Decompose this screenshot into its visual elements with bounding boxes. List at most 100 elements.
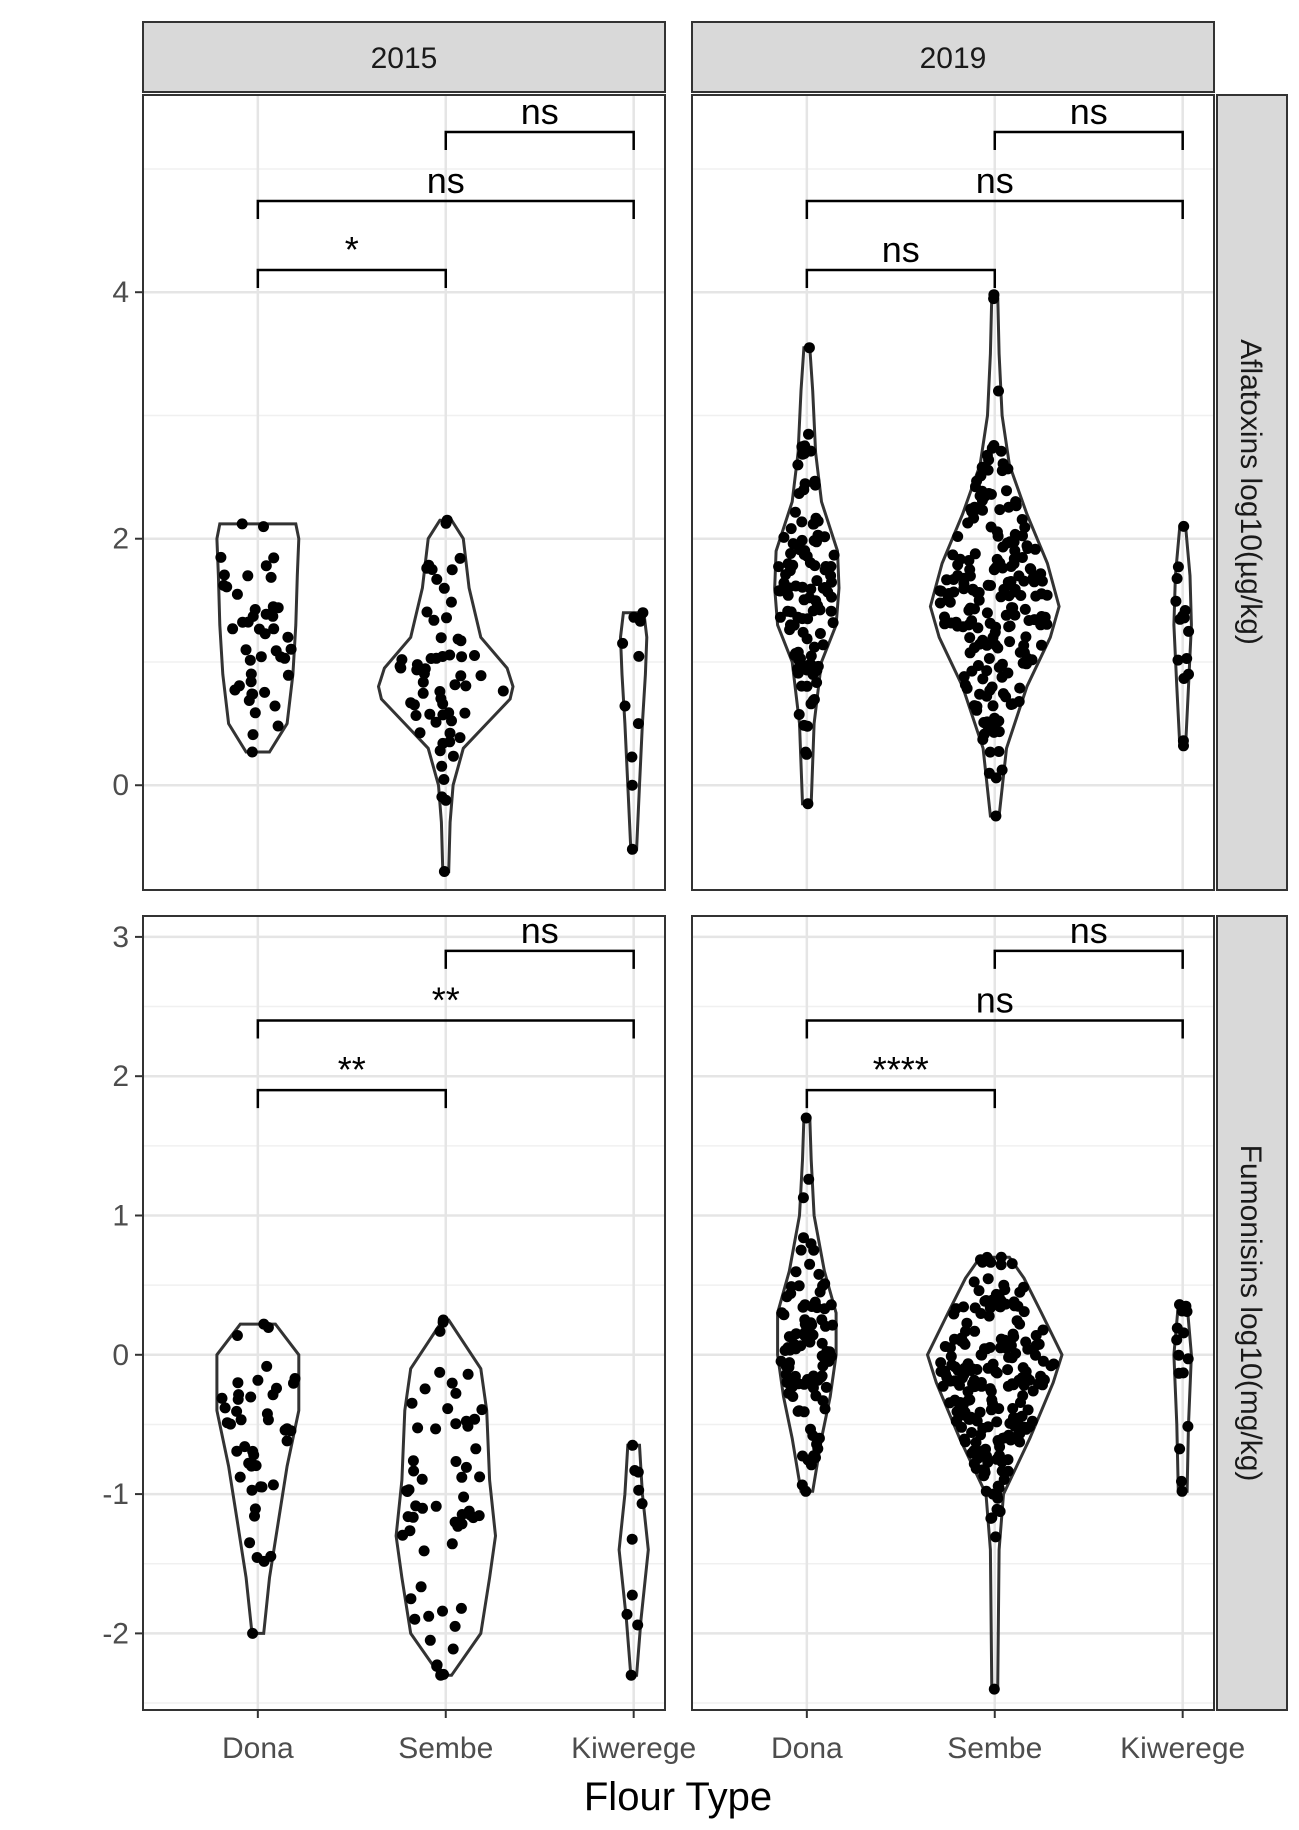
data-point [805,658,817,670]
data-point [796,581,808,593]
data-point [458,1491,470,1503]
significance-bracket [444,949,635,969]
data-point [437,1316,449,1328]
data-point [626,779,638,791]
data-point [450,1387,462,1399]
y-tick-label: -1 [102,1478,129,1511]
data-point [935,1357,947,1369]
data-point [460,680,472,692]
data-point [619,700,631,712]
data-point [992,1492,1004,1504]
data-point [965,503,977,515]
data-point [968,700,980,712]
data-point [976,1464,988,1476]
y-tick-label: 2 [112,523,129,556]
data-point [246,1484,258,1496]
data-point [1002,1364,1014,1376]
data-point [783,582,795,594]
data-point [473,1510,485,1522]
data-point [987,631,999,643]
data-point [1171,1334,1183,1346]
data-point [937,1380,949,1392]
data-point [242,570,254,582]
data-point [632,1619,644,1631]
data-point [446,1377,458,1389]
data-point [626,751,638,763]
data-point [434,1366,446,1378]
data-point [395,662,407,674]
data-point [828,549,840,561]
data-point [1035,568,1047,580]
data-point [249,707,261,719]
data-point [232,1377,244,1389]
data-point [1024,563,1036,575]
data-point [249,1510,260,1522]
data-point [423,1610,435,1622]
data-point [231,1330,243,1341]
data-point [437,651,449,662]
data-point [1171,573,1183,584]
data-point [1182,1353,1194,1365]
data-point [1027,573,1039,585]
data-point [1004,1417,1016,1429]
data-point [954,553,966,565]
data-point [411,664,423,676]
data-point [796,613,808,625]
data-point [285,643,297,655]
strip-label-fumonisins: Fumonisins log10(mg/kg) [1234,1145,1267,1482]
data-point [633,650,645,662]
data-point [438,582,450,594]
data-point [990,810,1002,822]
data-point [1007,1403,1019,1414]
data-point [1014,1286,1026,1298]
data-point [438,774,450,785]
data-point [983,1310,995,1322]
data-point [969,1325,981,1337]
data-point [805,583,817,595]
data-point [782,605,794,617]
data-point [812,1374,824,1386]
data-point [826,576,837,588]
data-point [424,708,436,720]
data-point [972,1453,984,1464]
data-point [974,638,986,650]
data-point [268,552,280,564]
y-tick-label: 0 [112,769,129,802]
x-tick-label: Kiwerege [571,1732,696,1765]
data-point [792,1405,804,1417]
data-point [1022,543,1034,554]
data-point [992,642,1004,654]
data-point [796,1479,808,1491]
data-point [1023,615,1035,626]
data-point [944,1342,956,1354]
data-point [966,665,978,677]
data-point [253,623,265,635]
significance-label: ns [882,229,920,270]
data-point [990,562,1002,574]
data-point [1004,636,1016,648]
data-point [231,1405,243,1417]
data-point [941,574,953,586]
y-tick-label: 2 [112,1060,129,1093]
data-point [817,1395,829,1407]
data-point [245,676,257,688]
data-point [452,1520,464,1532]
data-point [1176,1475,1187,1487]
data-point [405,1593,417,1605]
data-point [970,1437,982,1448]
data-point [430,1423,442,1435]
strip-label-aflatoxins: Aflatoxins log10(µg/kg) [1234,339,1267,645]
data-point [409,1613,421,1625]
data-point [1008,1331,1020,1343]
data-point [780,569,792,581]
data-point [626,843,638,855]
data-point [240,644,252,656]
data-point [1182,1420,1194,1432]
data-point [1009,609,1021,621]
data-point [790,1266,802,1278]
significance-bracket [805,199,1184,219]
data-point [265,571,277,583]
data-point [424,1634,436,1646]
data-point [1030,1349,1041,1361]
